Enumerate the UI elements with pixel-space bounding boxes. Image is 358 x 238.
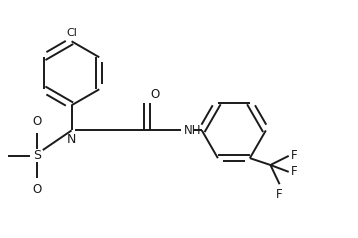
Text: Cl: Cl	[66, 28, 77, 38]
Text: NH: NH	[184, 124, 201, 137]
Text: O: O	[151, 88, 160, 101]
Text: O: O	[33, 115, 42, 128]
Text: O: O	[33, 183, 42, 196]
Text: N: N	[67, 133, 76, 146]
Text: F: F	[276, 188, 283, 201]
Text: S: S	[33, 149, 41, 162]
Text: F: F	[291, 165, 297, 178]
Text: F: F	[291, 149, 297, 162]
